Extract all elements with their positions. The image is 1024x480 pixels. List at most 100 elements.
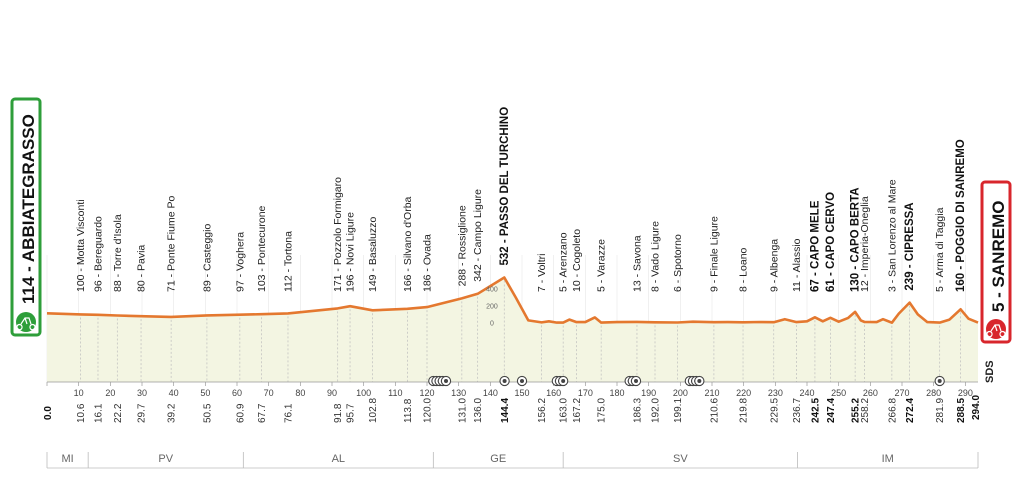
x-tick-label: 150 (514, 388, 529, 398)
waypoint-label: 100 - Motta Visconti (75, 199, 87, 292)
brand-logo: SDS (984, 360, 996, 383)
waypoint-km: 163.0 (559, 398, 570, 423)
waypoint-km: 281.9 (935, 398, 946, 423)
waypoint-label: 196 - Novi Ligure (345, 212, 357, 292)
km-end-label: 294.0 (971, 395, 982, 420)
waypoint-km: 144.4 (500, 398, 511, 423)
waypoint-km: 10.6 (76, 403, 87, 423)
waypoint-label: 10 - Cogoleto (571, 229, 583, 292)
region-bar: MI PV AL GE SV IM (46, 452, 979, 469)
start-badge: 114 - ABBIATEGRASSO (10, 97, 42, 337)
waypoint-km: 91.8 (333, 403, 344, 423)
waypoint-labels: 100 - Motta Visconti 96 - Bereguardo 88 - … (75, 107, 967, 292)
waypoint-km: 186.3 (633, 398, 644, 423)
waypoint-label: 532 - PASSO DEL TURCHINO (499, 107, 511, 266)
waypoint-label: 171 - Pozzolo Formigaro (332, 177, 344, 292)
region-label: IM (882, 453, 894, 465)
waypoint-label: 288 - Rossiglione (456, 205, 468, 286)
waypoint-label: 3 - San Lorenzo al Mare (886, 179, 898, 292)
region-label: PV (158, 453, 173, 465)
x-tick-label: 10 (74, 388, 84, 398)
waypoint-label: 9 - Finale Ligure (708, 216, 720, 292)
waypoint-dashes (80, 280, 961, 382)
waypoint-label: 166 - Silvano d'Orba (402, 196, 414, 292)
waypoint-label: 11 - Alassio (791, 238, 803, 292)
profile-line (46, 276, 979, 324)
x-tick-label: 120 (419, 388, 434, 398)
x-tick-label: 60 (232, 388, 242, 398)
waypoint-km: 76.1 (284, 403, 295, 423)
x-tick-label: 90 (327, 388, 337, 398)
waypoint-label: 97 - Voghera (234, 232, 246, 292)
waypoint-km: 29.7 (137, 403, 148, 423)
finish-bike-glyph (986, 324, 1006, 338)
x-tick-label: 100 (356, 388, 371, 398)
start-name: 114 - ABBIATEGRASSO (19, 114, 38, 304)
route-marker-dot (561, 379, 566, 383)
finish-badge-frame (980, 180, 1012, 344)
elevation-tick-label: 200 (486, 303, 498, 310)
x-tick-label: 220 (736, 388, 751, 398)
waypoint-km: 131.0 (457, 398, 468, 423)
finish-name: 5 - SANREMO (989, 201, 1008, 312)
elevation-tick-label: 0 (490, 321, 494, 328)
waypoint-km: 16.1 (94, 403, 105, 423)
route-marker-dot (697, 379, 702, 383)
region-label: AL (332, 453, 345, 465)
waypoint-km: 175.0 (597, 398, 608, 423)
elevation-scale: 0 200 400 (486, 286, 498, 327)
waypoint-km: 255.2 (851, 398, 862, 423)
waypoint-label: 9 - Albenga (768, 239, 780, 292)
waypoint-label: 342 - Campo Ligure (472, 189, 484, 282)
waypoint-label: 71 - Ponte Fiume Po (166, 196, 178, 292)
waypoint-label: 160 - POGGIO DI SANREMO (955, 139, 967, 292)
waypoint-km: 102.8 (368, 398, 379, 423)
waypoint-label: 8 - Loano (738, 247, 750, 292)
waypoint-km: 247.4 (826, 398, 837, 423)
profile-area (47, 277, 978, 382)
waypoint-km: 22.2 (113, 403, 124, 423)
x-tick-label: 280 (926, 388, 941, 398)
x-tick-label: 40 (169, 388, 179, 398)
elevation-tick-label: 400 (486, 286, 498, 293)
route-marker-dot (937, 379, 942, 383)
x-tick-label: 270 (894, 388, 909, 398)
x-tick-label: 180 (609, 388, 624, 398)
waypoint-label: 5 - Arma di Taggia (934, 207, 946, 292)
finish-badge: 5 - SANREMO (980, 180, 1012, 344)
x-tick-label: 50 (200, 388, 210, 398)
waypoint-km: 50.5 (202, 403, 213, 423)
waypoint-label: 89 - Casteggio (201, 224, 213, 292)
waypoint-km-labels: 10.6 16.1 22.2 29.7 39.2 50.5 60.9 67.7 76.1 91.8… (76, 398, 967, 423)
route-marker-dot (520, 379, 524, 383)
waypoint-label: 103 - Pontecurone (256, 205, 268, 292)
waypoint-label: 7 - Voltri (536, 253, 548, 292)
waypoint-km: 167.2 (572, 398, 583, 423)
region-label: MI (61, 453, 73, 465)
x-tick-label: 210 (704, 388, 719, 398)
route-marker-dot (502, 379, 507, 383)
km-start-label: 0.0 (43, 406, 54, 420)
waypoint-km: 199.1 (673, 398, 684, 423)
waypoint-km: 229.5 (769, 398, 780, 423)
waypoint-label: 5 - Arenzano (558, 232, 570, 292)
waypoint-km: 60.9 (235, 403, 246, 423)
x-tick-label: 190 (641, 388, 656, 398)
waypoint-km: 272.4 (905, 398, 916, 423)
x-tick-label: 200 (673, 388, 688, 398)
waypoint-km: 242.5 (810, 398, 821, 423)
waypoint-km: 192.0 (651, 398, 662, 423)
x-tick-label: 240 (799, 388, 814, 398)
x-tick-label: 250 (831, 388, 846, 398)
waypoint-label: 6 - Spotorno (672, 234, 684, 292)
waypoint-km: 266.8 (887, 398, 898, 423)
waypoint-km: 288.5 (956, 398, 967, 423)
waypoint-label: 96 - Bereguardo (93, 216, 105, 292)
waypoint-label: 13 - Savona (632, 235, 644, 292)
waypoint-label: 88 - Torre d'Isola (112, 214, 124, 292)
waypoint-label: 61 - CAPO CERVO (825, 192, 837, 292)
x-tick-label: 80 (295, 388, 305, 398)
route-marker-dot (634, 379, 638, 383)
waypoint-km: 219.8 (739, 398, 750, 423)
